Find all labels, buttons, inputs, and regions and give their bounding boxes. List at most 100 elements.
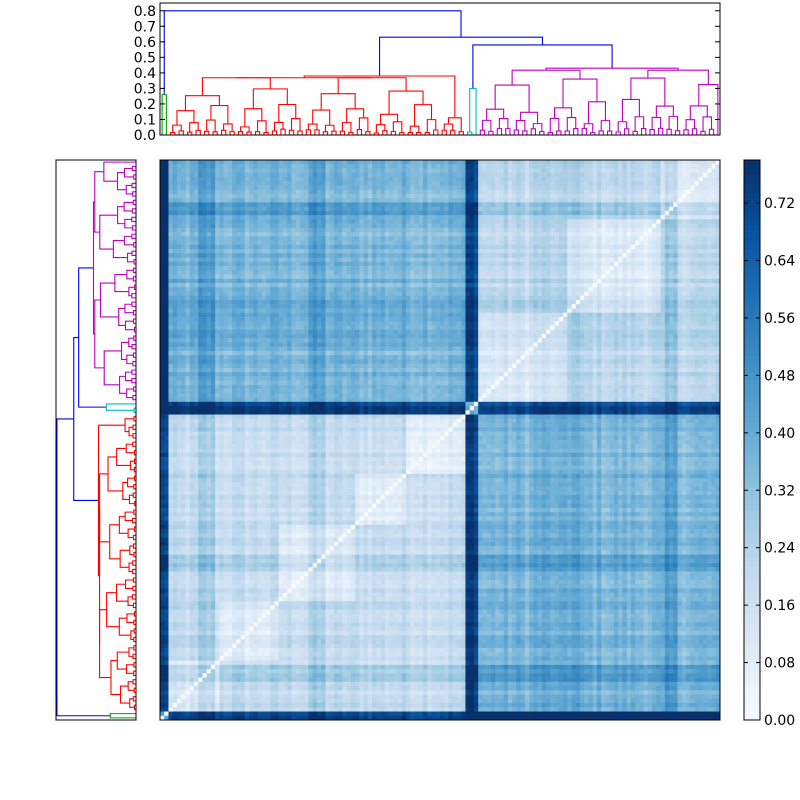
heatmap-cell	[202, 172, 208, 178]
heatmap-cell	[448, 244, 454, 250]
heatmap-cell	[414, 308, 420, 314]
heatmap-cell	[550, 244, 555, 250]
dendrogram-link	[128, 494, 135, 505]
heatmap-cell	[414, 160, 420, 165]
heatmap-cell	[520, 249, 526, 254]
heatmap-cell	[580, 240, 585, 246]
heatmap-cell	[495, 189, 500, 195]
heatmap-cell	[575, 249, 581, 254]
heatmap-cell	[367, 291, 373, 297]
heatmap-cell	[236, 300, 241, 305]
heatmap-cell	[456, 206, 462, 212]
heatmap-cell	[694, 206, 700, 212]
heatmap-cell	[567, 257, 572, 263]
heatmap-cell	[249, 240, 254, 246]
heatmap-cell	[652, 210, 657, 216]
heatmap-cell	[283, 283, 288, 288]
heatmap-cell	[325, 274, 331, 280]
heatmap-cell	[537, 300, 543, 305]
heatmap-cell	[507, 223, 513, 229]
heatmap-cell	[456, 189, 462, 195]
heatmap-cell	[605, 210, 611, 216]
heatmap-cell	[278, 249, 284, 254]
heatmap-cell	[380, 287, 386, 292]
heatmap-cell	[584, 227, 589, 233]
heatmap-cell	[609, 227, 615, 233]
heatmap-cell	[198, 232, 203, 237]
heatmap-cell	[244, 176, 250, 182]
heatmap-cell	[376, 215, 381, 220]
heatmap-cell	[707, 210, 712, 216]
heatmap-cell	[397, 278, 403, 284]
heatmap-cell	[461, 160, 466, 165]
heatmap-cell	[249, 176, 254, 182]
heatmap-cell	[164, 240, 169, 246]
heatmap-cell	[465, 270, 471, 275]
heatmap-cell	[698, 257, 704, 263]
heatmap-cell	[698, 261, 704, 267]
heatmap-cell	[291, 295, 297, 301]
heatmap-cell	[384, 283, 390, 288]
heatmap-cell	[495, 300, 500, 305]
heatmap-cell	[635, 266, 640, 271]
heatmap-cell	[524, 202, 530, 208]
heatmap-cell	[567, 189, 572, 195]
heatmap-cell	[312, 223, 318, 229]
heatmap-cell	[592, 206, 598, 212]
heatmap-cell	[512, 274, 517, 280]
heatmap-cell	[431, 300, 437, 305]
heatmap-cell	[321, 160, 326, 165]
heatmap-cell	[456, 227, 462, 233]
heatmap-cell	[193, 257, 199, 263]
heatmap-cell	[503, 270, 509, 275]
heatmap-cell	[206, 283, 212, 288]
heatmap-cell	[181, 287, 186, 292]
heatmap-cell	[529, 257, 534, 263]
heatmap-cell	[168, 164, 174, 169]
heatmap-cell	[448, 261, 454, 267]
heatmap-cell	[584, 283, 589, 288]
heatmap-cell	[495, 210, 500, 216]
heatmap-cell	[325, 257, 331, 263]
heatmap-cell	[168, 287, 174, 292]
heatmap-cell	[478, 236, 483, 241]
heatmap-cell	[176, 236, 182, 241]
heatmap-cell	[198, 164, 203, 169]
heatmap-cell	[601, 181, 606, 186]
heatmap-cell	[380, 240, 386, 246]
heatmap-cell	[249, 278, 254, 284]
heatmap-cell	[215, 240, 220, 246]
heatmap-cell	[452, 287, 458, 292]
heatmap-cell	[711, 300, 717, 305]
heatmap-cell	[609, 189, 615, 195]
heatmap-cell	[529, 291, 534, 297]
heatmap-cell	[698, 249, 704, 254]
heatmap-cell	[613, 172, 619, 178]
heatmap-cell	[304, 266, 309, 271]
heatmap-cell	[694, 287, 700, 292]
heatmap-cell	[401, 215, 407, 220]
heatmap-cell	[227, 193, 233, 199]
heatmap-cell	[546, 266, 551, 271]
heatmap-cell	[389, 283, 394, 288]
heatmap-cell	[686, 291, 691, 297]
heatmap-cell	[406, 227, 411, 233]
heatmap-cell	[435, 283, 441, 288]
heatmap-cell	[266, 176, 271, 182]
heatmap-cell	[266, 160, 271, 165]
heatmap-cell	[215, 168, 220, 174]
heatmap-cell	[495, 253, 500, 258]
heatmap-cell	[482, 278, 488, 284]
heatmap-cell	[168, 185, 174, 191]
heatmap-cell	[308, 198, 314, 203]
heatmap-cell	[376, 223, 381, 229]
heatmap-cell	[295, 181, 301, 186]
heatmap-cell	[257, 308, 263, 314]
heatmap-cell	[329, 283, 335, 288]
heatmap-cell	[380, 270, 386, 275]
heatmap-cell	[232, 227, 237, 233]
heatmap-cell	[312, 172, 318, 178]
heatmap-cell	[486, 253, 492, 258]
heatmap-cell	[321, 291, 326, 297]
heatmap-cell	[635, 261, 640, 267]
